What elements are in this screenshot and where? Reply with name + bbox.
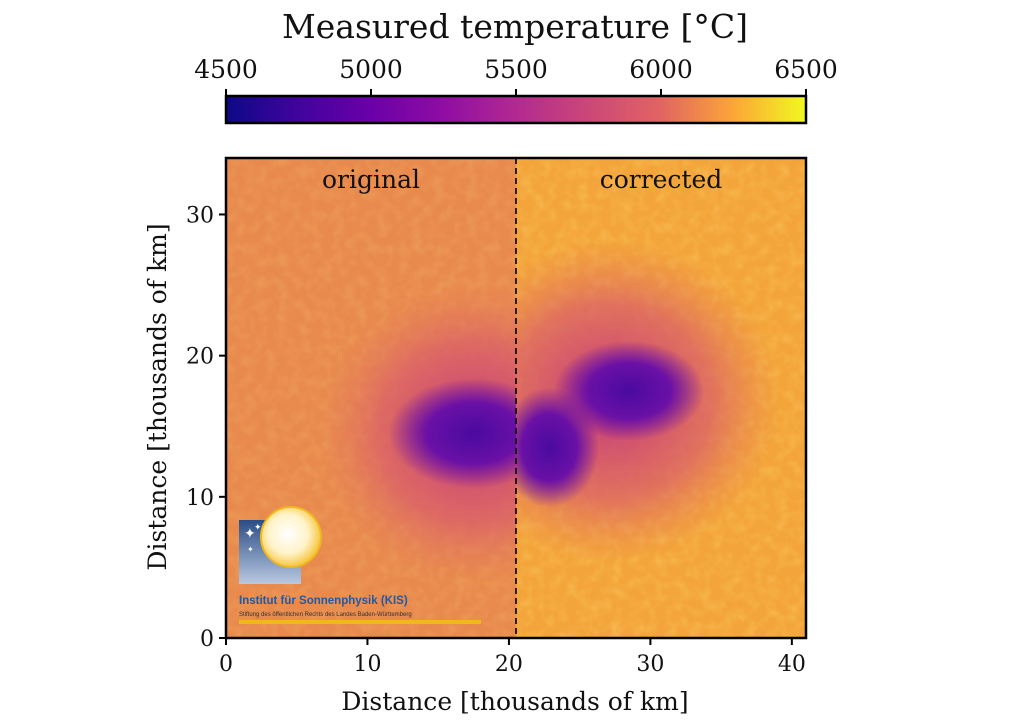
star-icon: ✦ <box>247 545 254 554</box>
y-tick-label: 30 <box>186 203 214 228</box>
logo-name: Institut für Sonnenphysik (KIS) <box>239 595 408 607</box>
panel-label-original: original <box>322 165 420 194</box>
colorbar-tick-label: 6500 <box>774 55 838 84</box>
sun-icon <box>260 506 322 568</box>
colorbar-tick-label: 4500 <box>194 55 258 84</box>
colorbar-ticks: 4500 5000 5500 6000 6500 <box>194 55 838 96</box>
star-icon: ✦ <box>244 526 256 542</box>
logo-subtitle: Stiftung des öffentlichen Rechts des Lan… <box>239 612 412 618</box>
corrected-panel <box>516 158 806 638</box>
logo-underline <box>239 620 481 624</box>
y-tick-label: 20 <box>186 345 214 370</box>
y-axis-ticks: 0 10 20 30 <box>186 203 226 652</box>
plot-frame <box>224 156 808 640</box>
x-axis-ticks: 0 10 20 30 40 <box>219 638 806 677</box>
x-tick-label: 10 <box>353 652 381 677</box>
y-tick-label: 10 <box>186 486 214 511</box>
x-tick-label: 20 <box>495 652 523 677</box>
colorbar-label: Measured temperature [°C] <box>282 7 748 46</box>
star-icon: ✦ <box>254 523 262 533</box>
x-tick-label: 0 <box>219 652 233 677</box>
panel-label-corrected: corrected <box>600 165 723 194</box>
x-axis-label: Distance [thousands of km] <box>341 687 688 716</box>
kis-logo: ✦ ✦ ✦ Institut für Sonnenphysik (KIS) St… <box>239 506 481 624</box>
x-tick-label: 30 <box>636 652 664 677</box>
colorbar <box>224 94 808 125</box>
heatmap-image <box>226 158 806 638</box>
x-tick-label: 40 <box>778 652 806 677</box>
colorbar-tick-label: 5500 <box>484 55 548 84</box>
y-tick-label: 0 <box>200 627 214 652</box>
y-axis-label: Distance [thousands of km] <box>143 223 172 570</box>
original-panel <box>226 158 516 638</box>
colorbar-tick-label: 6000 <box>629 55 693 84</box>
colorbar-tick-label: 5000 <box>339 55 403 84</box>
